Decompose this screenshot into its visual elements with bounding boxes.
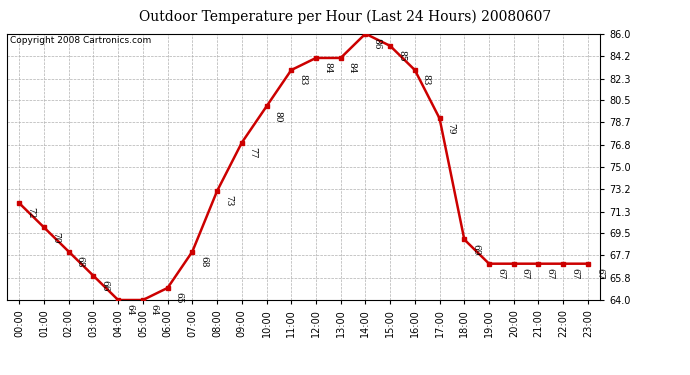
Text: Outdoor Temperature per Hour (Last 24 Hours) 20080607: Outdoor Temperature per Hour (Last 24 Ho… xyxy=(139,9,551,24)
Text: 70: 70 xyxy=(51,231,60,243)
Text: 86: 86 xyxy=(373,38,382,50)
Text: 68: 68 xyxy=(76,256,85,267)
Text: 84: 84 xyxy=(348,62,357,74)
Text: 84: 84 xyxy=(323,62,332,74)
Text: 66: 66 xyxy=(100,280,110,291)
Text: 67: 67 xyxy=(595,268,604,279)
Text: Copyright 2008 Cartronics.com: Copyright 2008 Cartronics.com xyxy=(10,36,151,45)
Text: 69: 69 xyxy=(471,244,480,255)
Text: 64: 64 xyxy=(125,304,134,316)
Text: 65: 65 xyxy=(175,292,184,304)
Text: 68: 68 xyxy=(199,256,208,267)
Text: 79: 79 xyxy=(446,123,455,134)
Text: 67: 67 xyxy=(570,268,579,279)
Text: 67: 67 xyxy=(521,268,530,279)
Text: 83: 83 xyxy=(298,74,307,86)
Text: 83: 83 xyxy=(422,74,431,86)
Text: 80: 80 xyxy=(273,111,282,122)
Text: 85: 85 xyxy=(397,50,406,62)
Text: 67: 67 xyxy=(545,268,555,279)
Text: 67: 67 xyxy=(496,268,505,279)
Text: 64: 64 xyxy=(150,304,159,316)
Text: 73: 73 xyxy=(224,195,233,207)
Text: 72: 72 xyxy=(26,207,35,219)
Text: 77: 77 xyxy=(248,147,258,158)
